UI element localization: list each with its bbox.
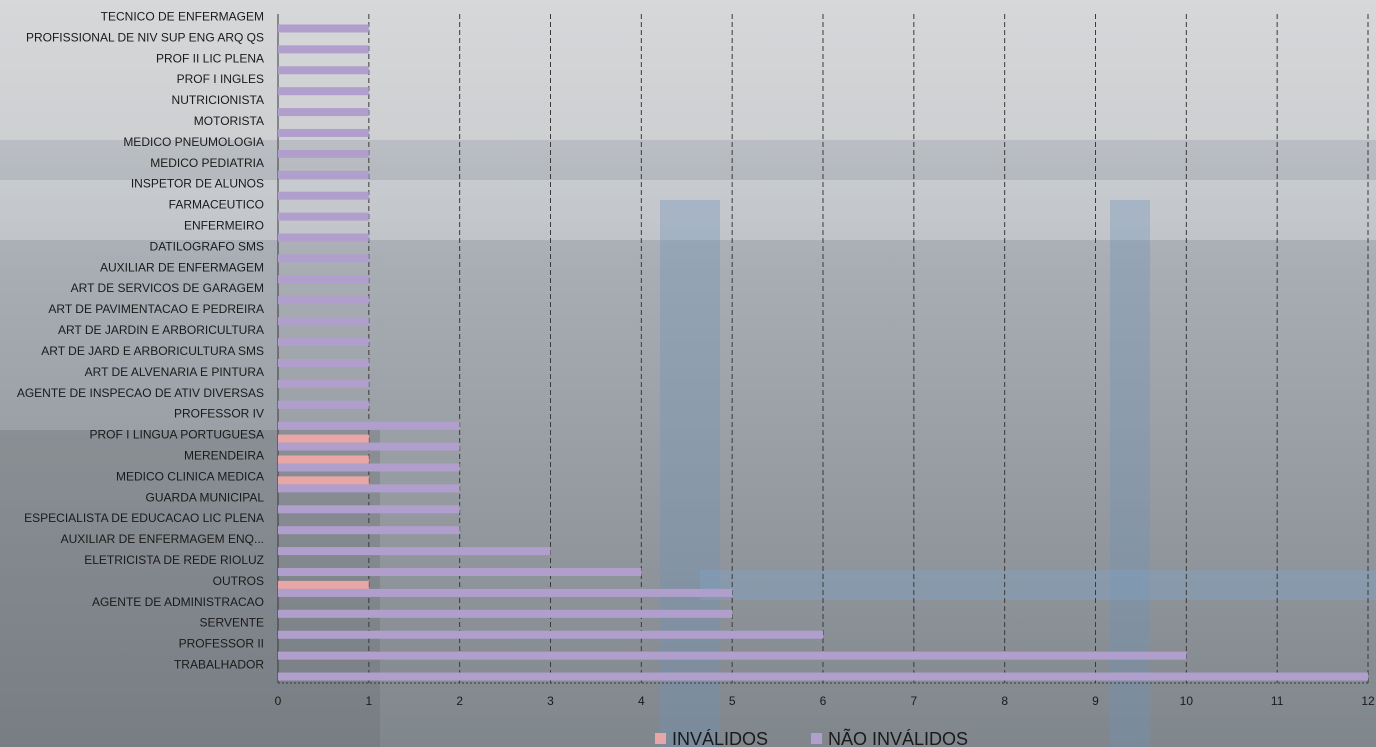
bar-nao-invalidos (278, 296, 369, 305)
bar-invalidos (278, 434, 369, 443)
bar-invalidos (278, 476, 369, 485)
bar-invalidos (278, 580, 369, 589)
x-tick-label: 11 (1271, 694, 1284, 708)
category-label: AUXILIAR DE ENFERMAGEM (100, 260, 264, 274)
category-label: ENFERMEIRO (184, 219, 264, 233)
bar-nao-invalidos (278, 275, 369, 284)
x-tick-label: 8 (1001, 694, 1008, 708)
bar-nao-invalidos (278, 66, 369, 75)
x-tick-label: 5 (729, 694, 736, 708)
category-label: AUXILIAR DE ENFERMAGEM ENQ... (61, 532, 264, 546)
x-tick-label: 3 (547, 694, 554, 708)
bar-nao-invalidos (278, 672, 1368, 681)
category-label: ART DE SERVICOS DE GARAGEM (71, 281, 264, 295)
legend: INVÁLIDOS NÃO INVÁLIDOS (655, 728, 968, 747)
bar-nao-invalidos (278, 421, 460, 430)
x-tick-label: 4 (638, 694, 645, 708)
bar-nao-invalidos (278, 191, 369, 200)
bar-nao-invalidos (278, 149, 369, 158)
category-label: MERENDEIRA (184, 448, 264, 462)
bar-nao-invalidos (278, 45, 369, 54)
category-label: AGENTE DE ADMINISTRACAO (92, 595, 264, 609)
legend-swatch-nao-invalidos (811, 733, 822, 744)
x-tick-label: 6 (820, 694, 827, 708)
category-label: SERVENTE (200, 616, 264, 630)
category-label: MEDICO CLINICA MEDICA (116, 469, 264, 483)
category-label: PROFESSOR II (179, 637, 264, 651)
category-label: ESPECIALISTA DE EDUCACAO LIC PLENA (24, 511, 264, 525)
legend-label-invalidos: INVÁLIDOS (672, 729, 768, 747)
category-label: ART DE JARD E ARBORICULTURA SMS (41, 344, 264, 358)
bar-nao-invalidos (278, 358, 369, 367)
category-label: FARMACEUTICO (169, 198, 264, 212)
x-tick-label: 0 (275, 694, 282, 708)
bar-nao-invalidos (278, 212, 369, 221)
category-label: MEDICO PEDIATRIA (150, 156, 264, 170)
bar-nao-invalidos (278, 442, 460, 451)
x-tick-label: 12 (1361, 694, 1375, 708)
category-label: ART DE JARDIN E ARBORICULTURA (58, 323, 264, 337)
x-tick-label: 9 (1092, 694, 1099, 708)
category-label: PROFESSOR IV (174, 407, 264, 421)
bar-nao-invalidos (278, 463, 460, 472)
category-label: ART DE ALVENARIA E PINTURA (85, 365, 264, 379)
category-label: MOTORISTA (194, 114, 264, 128)
bar-nao-invalidos (278, 338, 369, 347)
bar-nao-invalidos (278, 526, 460, 535)
bar-invalidos (278, 455, 369, 464)
category-labels: TECNICO DE ENFERMAGEM PROFISSIONAL DE NIV… (17, 9, 264, 671)
bars-layer (278, 24, 1368, 681)
category-label: PROF I LINGUA PORTUGUESA (90, 428, 264, 442)
bar-nao-invalidos (278, 170, 369, 179)
category-label: MEDICO PNEUMOLOGIA (123, 135, 264, 149)
bar-nao-invalidos (278, 547, 551, 556)
legend-label-nao-invalidos: NÃO INVÁLIDOS (828, 728, 968, 747)
category-label: AGENTE DE INSPECAO DE ATIV DIVERSAS (17, 386, 264, 400)
x-tick-label: 10 (1180, 694, 1194, 708)
category-label: PROFISSIONAL DE NIV SUP ENG ARQ QS (26, 30, 264, 44)
bar-nao-invalidos (278, 400, 369, 409)
bar-nao-invalidos (278, 568, 642, 577)
category-label: PROF I INGLES (177, 72, 264, 86)
grid-layer (277, 14, 1369, 684)
bar-nao-invalidos (278, 87, 369, 96)
bar-nao-invalidos (278, 651, 1187, 660)
category-label: NUTRICIONISTA (172, 93, 264, 107)
bar-nao-invalidos (278, 108, 369, 117)
category-label: INSPETOR DE ALUNOS (131, 177, 264, 191)
category-label: TECNICO DE ENFERMAGEM (101, 9, 264, 23)
bar-nao-invalidos (278, 254, 369, 263)
x-axis-ticks: 0 1 2 3 4 5 6 7 8 9 10 11 12 (275, 694, 1375, 708)
x-tick-label: 7 (910, 694, 917, 708)
legend-swatch-invalidos (655, 733, 666, 744)
bar-nao-invalidos (278, 630, 823, 639)
category-label: ELETRICISTA DE REDE RIOLUZ (84, 553, 264, 567)
bar-nao-invalidos (278, 588, 733, 597)
bar-nao-invalidos (278, 128, 369, 137)
category-label: ART DE PAVIMENTACAO E PEDREIRA (48, 302, 264, 316)
bar-nao-invalidos (278, 505, 460, 514)
bar-nao-invalidos (278, 24, 369, 33)
bar-nao-invalidos (278, 317, 369, 326)
category-label: DATILOGRAFO SMS (150, 239, 264, 253)
category-label: OUTROS (213, 574, 264, 588)
bar-nao-invalidos (278, 484, 460, 493)
bar-nao-invalidos (278, 609, 733, 618)
bar-nao-invalidos (278, 233, 369, 242)
category-label: TRABALHADOR (174, 658, 264, 672)
bar-nao-invalidos (278, 379, 369, 388)
category-label: PROF II LIC PLENA (156, 51, 264, 65)
x-tick-label: 1 (365, 694, 372, 708)
x-tick-label: 2 (456, 694, 463, 708)
category-label: GUARDA MUNICIPAL (146, 490, 265, 504)
